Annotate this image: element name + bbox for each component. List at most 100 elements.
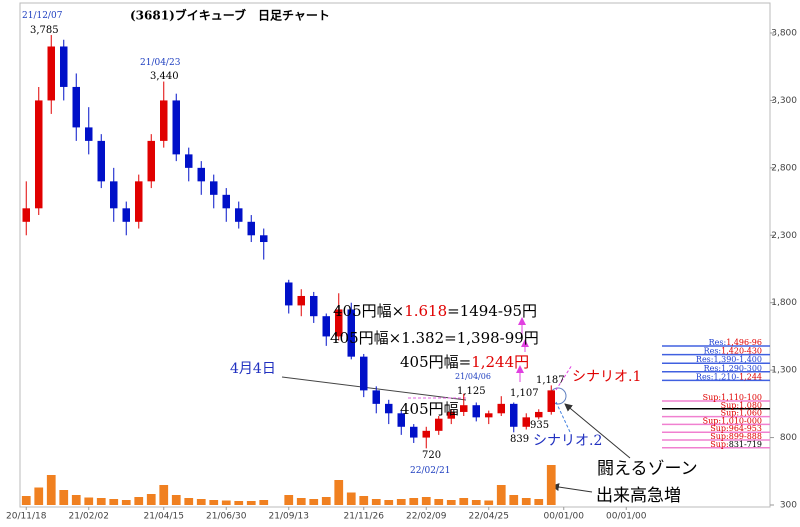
- volume-bar: [134, 497, 144, 505]
- volume-bar: [96, 498, 106, 505]
- annotation-part: 405円幅=: [400, 353, 471, 371]
- annotation: 935: [530, 420, 549, 431]
- volume-bar: [346, 492, 356, 505]
- y-tick-label: 1,300: [771, 366, 797, 376]
- volume-bar: [34, 487, 44, 505]
- zone-label-part: Res:: [709, 338, 727, 347]
- candle-body: [535, 411, 543, 418]
- y-tick-label: 2,300: [771, 231, 797, 241]
- annotation: 405円幅×1.382=1,398-99円: [330, 329, 539, 347]
- annotation: 405円幅×1.618=1494-95円: [333, 302, 537, 320]
- volume-bar: [284, 495, 294, 505]
- volume-bar: [359, 496, 369, 505]
- zone-label: Sup:831-719: [710, 440, 762, 449]
- volume-bar: [221, 500, 231, 505]
- annotation-part: 1,244円: [471, 353, 529, 371]
- x-tick-label: 22/04/25: [469, 512, 509, 522]
- x-tick-label: 00/01/00: [606, 512, 647, 522]
- candle-body: [47, 46, 55, 101]
- volume-bar: [71, 495, 81, 505]
- plot-frame: [19, 2, 771, 508]
- zone-label: Res:1,210-1,244: [696, 372, 762, 381]
- annotation-part: 1.618: [404, 302, 447, 320]
- annotation: 21/12/07: [22, 11, 63, 21]
- scenario-line: [555, 401, 571, 433]
- volume-bar: [459, 498, 469, 505]
- x-tick-label: 22/02/09: [406, 512, 447, 522]
- y-tick-label: 300: [780, 501, 797, 511]
- y-tick-label: 800: [780, 433, 797, 443]
- candle-body: [385, 403, 393, 414]
- zone-label-part: Res:1,390-1,400: [696, 355, 762, 364]
- annotation-part: 21/04/06: [455, 372, 491, 381]
- annotation-part: 3,785: [30, 25, 59, 36]
- annotation-part: 405円幅×: [333, 302, 404, 320]
- candle-body: [135, 181, 143, 222]
- annotation: 1,187: [536, 375, 565, 386]
- candle-body: [297, 295, 305, 306]
- candle-body: [22, 208, 30, 222]
- candle-body: [422, 430, 430, 438]
- annotation: 720: [422, 450, 441, 461]
- candle-body: [472, 405, 480, 418]
- annotation: 1,125: [457, 386, 486, 397]
- arrow: [564, 403, 631, 459]
- volume-bar: [59, 490, 69, 505]
- zone-label-part: Sup:: [710, 440, 728, 449]
- volume-bar: [184, 498, 194, 505]
- annotation-part: 21/04/23: [140, 58, 181, 68]
- candle-body: [85, 127, 93, 141]
- volume-bar: [409, 498, 419, 505]
- volume-bar: [109, 499, 119, 505]
- volume-bar: [509, 495, 519, 505]
- candle-body: [497, 403, 505, 414]
- volume-bar: [396, 499, 406, 505]
- annotation: 1,107: [510, 388, 539, 399]
- candle-body: [372, 390, 380, 404]
- candle-body: [322, 316, 330, 337]
- annotation-part: シナリオ.2: [533, 433, 602, 449]
- annotation: 839: [510, 434, 529, 445]
- annotation-part: シナリオ.1: [572, 369, 641, 385]
- annotation: 3,440: [150, 71, 179, 82]
- candle-body: [97, 140, 105, 182]
- volume-bar: [434, 499, 444, 505]
- annotation: 22/02/21: [410, 466, 450, 476]
- annotation: 出来高急増: [596, 486, 681, 506]
- volume-bar: [421, 497, 431, 505]
- annotation-part: 405円幅: [400, 400, 459, 418]
- annotation-part: 1,107: [510, 388, 539, 399]
- x-tick-label: 20/11/18: [6, 512, 47, 522]
- y-tick-label: 3,800: [771, 29, 797, 39]
- candle-body: [72, 86, 80, 128]
- candle-body: [447, 411, 455, 419]
- candle-body: [247, 221, 255, 236]
- zone-label-part: Res:1,210-: [696, 372, 739, 381]
- annotation: 405円幅: [400, 400, 459, 418]
- candle-body: [160, 100, 168, 141]
- volume-bar: [384, 500, 394, 505]
- annotation: 闘えるゾーン: [597, 459, 698, 479]
- annotation-part: 3,440: [150, 71, 179, 82]
- annotation-part: =1494-95円: [447, 302, 537, 320]
- zone-label-part: Sup:1,060: [721, 409, 762, 418]
- y-tick-label: 1,800: [771, 298, 797, 308]
- zone-label-part: Sup:1,080: [721, 401, 762, 410]
- zone-label: Sup:1,010-000: [703, 416, 762, 425]
- annotation: シナリオ.2: [533, 433, 602, 449]
- annotation-part: 720: [422, 450, 441, 461]
- annotation-part: 839: [510, 434, 529, 445]
- annotation-part: 22/02/21: [410, 466, 450, 476]
- candle-body: [260, 235, 268, 243]
- volume-bar: [296, 498, 306, 505]
- candle-body: [522, 417, 530, 427]
- candle-body: [185, 154, 193, 168]
- zone-label: Sup:1,060: [721, 409, 762, 418]
- candle-body: [147, 140, 155, 182]
- candle-body: [110, 181, 118, 209]
- volume-bar: [209, 500, 219, 505]
- chart-title: (3681)ブイキューブ 日足チャート: [130, 8, 330, 23]
- zone-label: Sup:899-888: [710, 432, 762, 441]
- zone-label-part: Sup:964-953: [710, 424, 762, 433]
